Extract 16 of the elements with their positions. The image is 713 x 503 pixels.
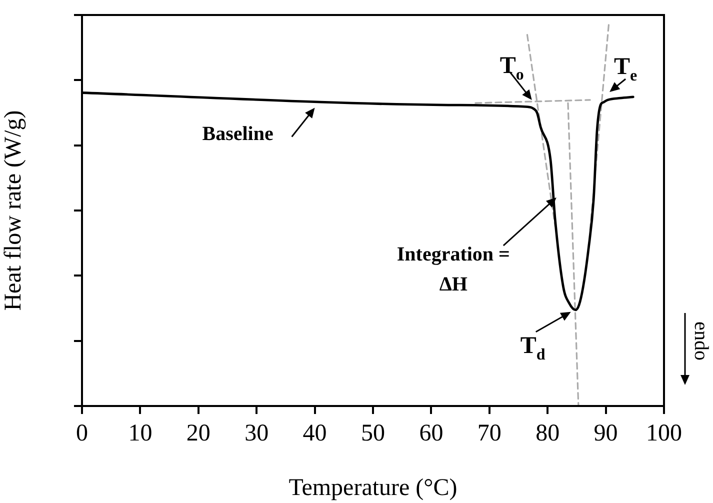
x-tick-label: 30 <box>244 420 269 447</box>
x-axis-title: Temperature (°C) <box>288 474 458 501</box>
x-tick-label: 100 <box>646 420 682 447</box>
x-tick-label: 80 <box>536 420 560 447</box>
annotation: Integration = ΔH <box>396 244 510 296</box>
annotation: Baseline <box>202 122 274 145</box>
x-tick-label: 20 <box>186 420 210 447</box>
x-tick-label: 50 <box>361 420 385 447</box>
x-tick-label: 10 <box>128 420 152 447</box>
x-tick-label: 0 <box>76 420 88 447</box>
text: endo <box>690 322 712 360</box>
x-tick-label: 90 <box>594 420 618 447</box>
x-tick-label: 40 <box>302 420 327 447</box>
y-axis-title: Heat flow rate (W/g) <box>0 110 27 311</box>
x-tick-label: 70 <box>477 420 502 447</box>
x-tick-label: 60 <box>419 420 444 447</box>
